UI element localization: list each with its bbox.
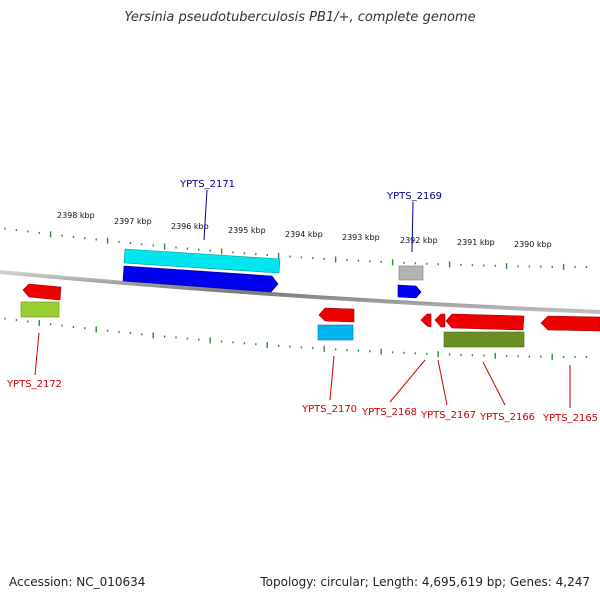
leader-line (329, 355, 335, 401)
gene-feature-red-2167[interactable] (434, 313, 446, 328)
gene-feature-blue-small[interactable] (397, 284, 422, 299)
gene-feature-cds-olive[interactable] (443, 331, 525, 348)
kbp-label: 2393 kbp (342, 233, 380, 242)
accession-text: Accession: NC_010634 (9, 575, 146, 589)
kbp-label: 2396 kbp (171, 222, 209, 231)
ruler-ticks-upper (4, 227, 588, 270)
leader-line (203, 189, 208, 241)
gene-feature-blue[interactable] (122, 265, 279, 293)
genome-backbone (0, 270, 600, 314)
topology-text: Topology: circular; Length: 4,695,619 bp… (260, 575, 590, 589)
leader-line (411, 201, 414, 253)
kbp-label: 2398 kbp (57, 211, 95, 220)
gene-label[interactable]: YPTS_2166 (479, 412, 535, 423)
kbp-label: 2392 kbp (400, 236, 438, 245)
gene-feature-red-2166[interactable] (445, 313, 525, 331)
gene-label[interactable]: YPTS_2165 (542, 413, 598, 424)
gene-label[interactable]: YPTS_2169 (386, 191, 442, 202)
ruler-ticks-lower (4, 317, 588, 360)
gene-feature-red-2165[interactable] (540, 315, 600, 332)
gene-label[interactable]: YPTS_2172 (6, 379, 62, 390)
gene-feature-cds-grey[interactable] (398, 265, 424, 281)
gene-feature-cds-cyan[interactable] (123, 248, 281, 274)
gene-label[interactable]: YPTS_2167 (420, 410, 476, 421)
gene-label[interactable]: YPTS_2171 (179, 179, 235, 190)
gene-feature-red-2170[interactable] (318, 307, 355, 323)
kbp-label: 2391 kbp (457, 238, 495, 247)
kbp-label: 2394 kbp (285, 230, 323, 239)
kbp-label: 2390 kbp (514, 240, 552, 249)
leader-line (437, 359, 448, 406)
gene-feature-cds-sky[interactable] (317, 324, 354, 341)
kbp-label: 2395 kbp (228, 226, 266, 235)
gene-feature-red-2168[interactable] (420, 313, 432, 328)
gene-feature-cds-lime[interactable] (20, 301, 60, 318)
gene-label[interactable]: YPTS_2170 (301, 404, 357, 415)
gene-label[interactable]: YPTS_2168 (361, 407, 417, 418)
gene-feature-red-2172[interactable] (22, 283, 62, 301)
leader-line (34, 332, 40, 376)
map-title: Yersinia pseudotuberculosis PB1/+, compl… (124, 10, 476, 25)
leader-line (482, 361, 506, 406)
kbp-label: 2397 kbp (114, 217, 152, 226)
leader-line (389, 359, 426, 403)
